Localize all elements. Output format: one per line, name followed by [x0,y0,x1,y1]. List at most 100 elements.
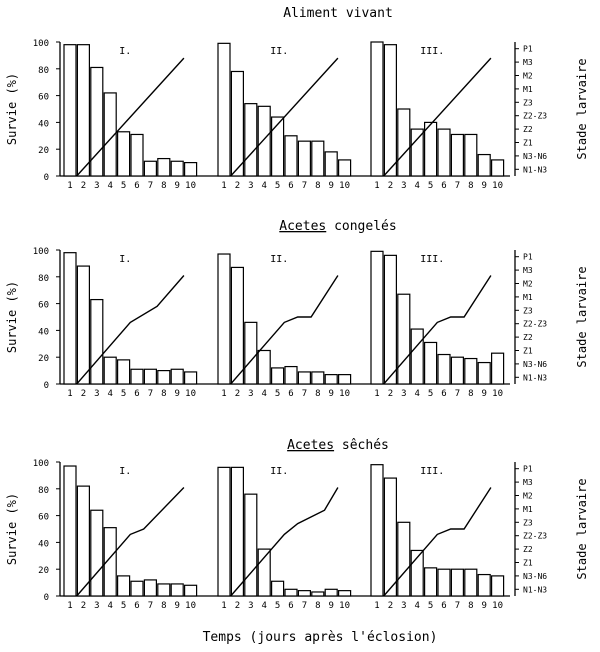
x-tick-label: 5 [121,601,126,611]
bar [464,568,478,597]
stage-label: Z3 [523,518,533,527]
x-tick-label: 4 [261,181,266,191]
x-tick-label: 9 [174,389,179,399]
x-tick-label: 1 [67,389,72,399]
bar [437,128,451,177]
x-tick-label: 9 [481,601,486,611]
bar [324,374,338,385]
panel-1: I. 1 2 3 4 5 6 7 8 9 10 [63,44,198,191]
x-tick-label: 7 [148,181,153,191]
bar [297,590,311,597]
bar [157,583,171,597]
x-tick-label: 9 [174,181,179,191]
x-tick-label: 10 [492,601,503,611]
y-tick-label: 0 [44,381,49,391]
stage-label: Z2-Z3 [523,112,547,121]
bar [157,157,171,177]
y-tick-label: 40 [38,327,49,337]
y-axis-title: Survie (%) [5,493,19,565]
x-tick-label: 2 [388,601,393,611]
bar [271,367,285,385]
y-tick-label: 20 [38,146,49,156]
y-tick-label: 100 [33,247,49,257]
stage-line [230,487,339,597]
panel-1: I. 1 2 3 4 5 6 7 8 9 10 [63,252,198,399]
bar [311,591,325,597]
x-tick-label: 6 [134,601,139,611]
replicate-label: II. [270,254,288,265]
x-tick-label: 10 [339,601,350,611]
chart-title: Acetes sêchés [287,438,389,453]
bar [116,359,131,385]
bar [450,356,464,385]
stage-label: M2 [523,280,533,289]
bar [437,353,451,385]
stage-line [383,57,492,177]
bar [271,580,285,597]
bar [257,349,271,385]
bar [450,568,464,597]
x-tick-label: 8 [468,601,473,611]
bar [184,371,198,385]
bar [116,575,131,597]
x-tick-label: 8 [161,181,166,191]
x-tick-label: 3 [401,389,406,399]
x-tick-label: 1 [374,601,379,611]
chart-row-1: Aliment vivant 0 20 40 60 80 100 Survie (%) N1-N… [5,6,589,191]
x-tick-label: 6 [288,601,293,611]
bar [103,92,117,177]
bar [477,573,491,597]
chart-title-underlined: Acetes [279,219,326,234]
x-tick-label: 7 [148,601,153,611]
replicate-label: III. [420,466,444,477]
bar [170,583,184,597]
replicate-label: II. [270,46,288,57]
bar [130,368,144,385]
stage-label: Z3 [523,306,533,315]
bar [491,352,505,385]
bar [90,66,104,177]
x-tick-label: 9 [328,181,333,191]
bar [464,357,478,385]
x-tick-label: 7 [302,601,307,611]
y-tick-label: 40 [38,539,49,549]
bar [311,140,325,177]
stage-label: Z1 [523,559,533,568]
bar [397,521,411,597]
panel-3: III. 1 2 3 4 5 6 7 8 9 10 [370,250,505,399]
stage-axis-title: Stade larvaire [575,266,589,367]
panel-3: III. 1 2 3 4 5 6 7 8 9 10 [370,464,505,611]
bar [244,103,258,177]
x-tick-label: 6 [134,181,139,191]
bar [383,44,397,177]
replicate-label: I. [119,254,131,265]
x-tick-label: 7 [455,181,460,191]
bar [244,321,258,385]
bar [383,254,397,385]
x-tick-label: 5 [121,389,126,399]
stage-label: Z1 [523,139,533,148]
bar [63,252,77,385]
y-tick-label: 100 [33,459,49,469]
bar [424,567,438,597]
y-tick-label: 60 [38,93,49,103]
x-tick-label: 5 [428,601,433,611]
bar [383,477,397,597]
chart-title-rest: Aliment vivant [283,6,393,21]
y-tick-label: 20 [38,566,49,576]
x-tick-label: 2 [235,181,240,191]
stage-label: P1 [523,45,533,54]
panel-2: II. 1 2 3 4 5 6 7 8 9 10 [217,42,352,191]
x-tick-label: 10 [185,181,196,191]
bar [143,579,157,597]
x-tick-label: 9 [328,601,333,611]
bar [370,250,384,385]
x-tick-label: 2 [235,389,240,399]
x-tick-label: 5 [275,601,280,611]
x-tick-label: 2 [388,389,393,399]
bar [477,153,491,177]
bar [338,374,352,385]
stage-label: M1 [523,293,533,302]
stage-label: N1-N3 [523,373,547,382]
